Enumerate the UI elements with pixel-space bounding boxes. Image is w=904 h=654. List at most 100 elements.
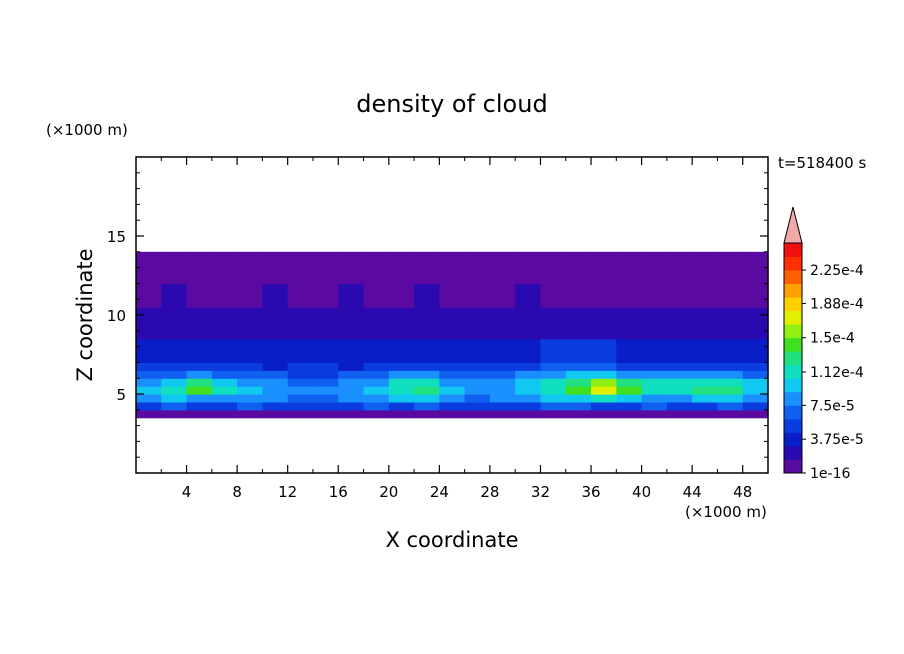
field-cell (287, 283, 314, 308)
field-cell (363, 283, 390, 308)
colorbar-swatch (784, 256, 802, 271)
field-cell (717, 362, 744, 371)
field-cell (312, 370, 339, 379)
field-cell (464, 386, 491, 395)
x-tick-label: 20 (379, 483, 398, 501)
x-tick-label: 16 (329, 483, 348, 501)
x-tick-label: 48 (733, 483, 752, 501)
field-cell (136, 307, 162, 340)
colorbar-swatch (784, 351, 802, 366)
field-cell (388, 409, 415, 419)
field-cell (338, 378, 365, 387)
field-cell (136, 283, 162, 308)
field-cell (742, 401, 769, 411)
field-cell (565, 307, 592, 340)
field-cell (641, 307, 668, 340)
field-cell (312, 394, 339, 403)
field-cell (717, 251, 744, 284)
field-cell (414, 307, 440, 340)
field-cell (186, 409, 213, 419)
field-cell (464, 378, 491, 387)
field-cell (692, 370, 719, 379)
field-cell (439, 401, 466, 411)
field-cell (591, 283, 617, 308)
field-cell (591, 394, 617, 403)
x-tick-label: 24 (430, 483, 449, 501)
field-cell (338, 401, 365, 411)
colorbar-swatch (784, 391, 802, 406)
field-cell (237, 386, 263, 395)
field-cell (414, 251, 440, 284)
field-cell (666, 378, 693, 387)
field-cell (565, 338, 592, 363)
field-cell (641, 394, 668, 403)
colorbar-label: 1.12e-4 (810, 365, 864, 381)
x-tick-label: 8 (232, 483, 242, 501)
field-cell (464, 401, 491, 411)
field-cell (540, 307, 567, 340)
colorbar: 2.25e-4 1.88e-4 1.5e-4 1.12e-4 7.5e-5 3.75e-5… (783, 206, 864, 482)
field-cell (237, 409, 263, 419)
field-cell (616, 251, 643, 284)
field-cell (338, 394, 365, 403)
field-cell (591, 378, 617, 387)
field-cell (211, 338, 238, 363)
field-cell (237, 394, 263, 403)
field-cell (717, 386, 744, 395)
x-tick-label: 40 (632, 483, 651, 501)
field-cell (565, 251, 592, 284)
y-tick-label: 10 (107, 307, 126, 325)
field-cell (742, 283, 769, 308)
field-cell (262, 251, 289, 284)
field-cell (489, 362, 516, 371)
field-cell (641, 409, 668, 419)
field-cell (161, 283, 188, 308)
field-cell (515, 283, 542, 308)
field-cell (186, 378, 213, 387)
field-cell (262, 378, 289, 387)
field-cell (262, 370, 289, 379)
field-cell (616, 378, 643, 387)
field-cell (464, 307, 491, 340)
field-cell (388, 394, 415, 403)
field-cell (515, 307, 542, 340)
field-cell (186, 251, 213, 284)
field-cell (591, 409, 617, 419)
field-cell (591, 386, 617, 395)
field-cell (211, 307, 238, 340)
field-cell (565, 283, 592, 308)
field-cell (666, 370, 693, 379)
x-tick-label: 12 (278, 483, 297, 501)
field-cell (641, 378, 668, 387)
field-cell (287, 362, 314, 371)
field-cell (388, 251, 415, 284)
field-cell (515, 251, 542, 284)
field-cell (666, 394, 693, 403)
field-cell (363, 401, 390, 411)
field-cell (287, 338, 314, 363)
field-cell (439, 307, 466, 340)
field-cell (414, 394, 440, 403)
field-cell (136, 386, 162, 395)
field-cell (161, 338, 188, 363)
colorbar-swatch (784, 324, 802, 339)
field-cell (717, 409, 744, 419)
field-cell (692, 338, 719, 363)
field-cell (464, 338, 491, 363)
field-cell (666, 251, 693, 284)
field-cell (287, 307, 314, 340)
field-cell (489, 378, 516, 387)
field-cell (616, 394, 643, 403)
field-cell (161, 378, 188, 387)
field-cell (666, 401, 693, 411)
field-cell (363, 251, 390, 284)
x-tick-label: 32 (531, 483, 550, 501)
colorbar-label: 1.5e-4 (810, 331, 855, 347)
field-cell (211, 362, 238, 371)
field-cell (591, 370, 617, 379)
field-cell (540, 370, 567, 379)
field-cell (237, 251, 263, 284)
field-cell (489, 307, 516, 340)
x-tick-label: 4 (182, 483, 192, 501)
field-cell (742, 386, 769, 395)
